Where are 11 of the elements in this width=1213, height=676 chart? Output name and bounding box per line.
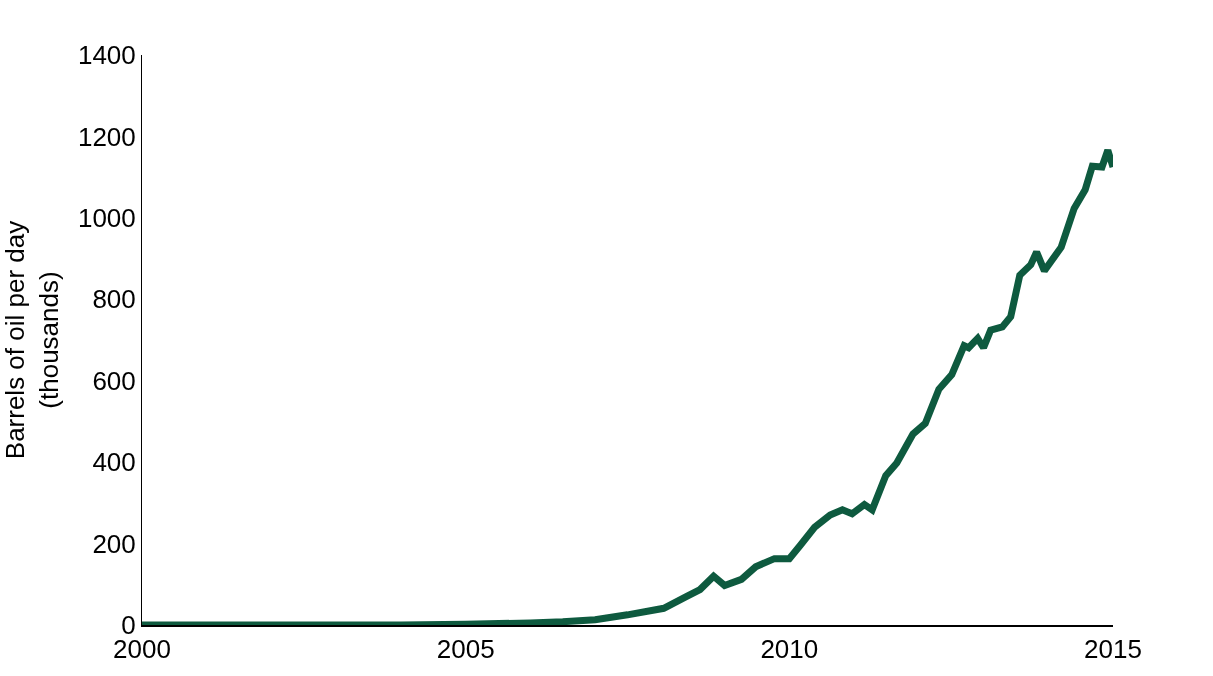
x-tick-label: 2015 bbox=[1084, 634, 1142, 665]
y-tick-label: 800 bbox=[92, 284, 136, 315]
x-tick-label: 2005 bbox=[436, 634, 495, 665]
y-tick-label: 600 bbox=[92, 365, 136, 396]
y-tick-label: 1200 bbox=[77, 121, 136, 152]
y-tick-label: 1400 bbox=[77, 40, 136, 71]
y-tick-label: 1000 bbox=[77, 202, 136, 233]
y-tick-label: 400 bbox=[92, 447, 136, 478]
y-tick-label: 200 bbox=[92, 528, 136, 559]
y-axis-title: Barrels of oil per day (thousands) bbox=[0, 220, 64, 460]
x-tick-label: 2010 bbox=[760, 634, 819, 665]
